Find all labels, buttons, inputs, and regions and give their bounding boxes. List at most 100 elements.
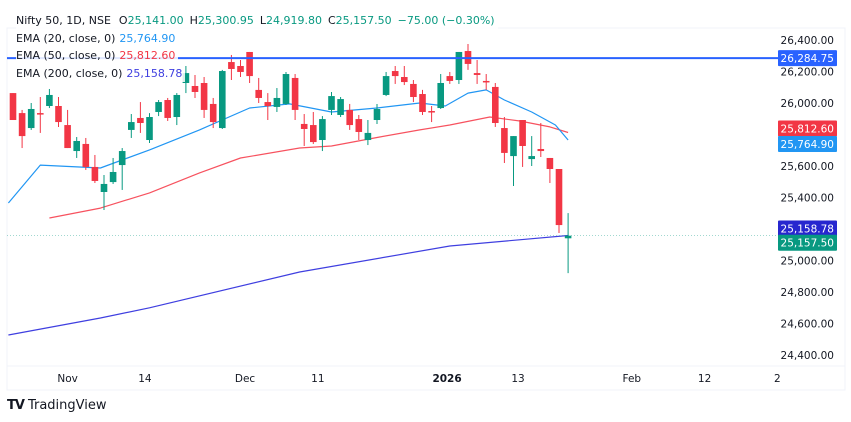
candle	[182, 65, 190, 94]
candle-body	[319, 119, 326, 141]
change-value: −75.00 (−0.30%)	[397, 14, 495, 27]
candle-body	[391, 71, 399, 77]
candle-body	[82, 143, 90, 167]
candles	[9, 43, 572, 274]
ema50-line	[49, 116, 569, 219]
symbol-title[interactable]: Nifty 50, 1D, NSE	[16, 14, 111, 27]
candle-body	[364, 132, 372, 141]
indicator-value: 25,812.60	[119, 49, 176, 62]
candle	[9, 93, 17, 121]
candle-body	[64, 125, 71, 149]
candle-body	[555, 168, 563, 226]
candle	[264, 93, 272, 121]
close-value: 25,157.50	[335, 14, 392, 27]
price-axis[interactable]: 26,400.00 26,200.00 26,000.00 25,600.00 25,4…	[781, 35, 834, 362]
candle	[173, 93, 181, 126]
candle-body	[501, 128, 508, 153]
candle-body	[291, 77, 299, 110]
candle	[419, 89, 426, 115]
candle-body	[401, 77, 408, 83]
tradingview-wordmark: TradingView	[27, 398, 107, 413]
candle	[146, 113, 153, 144]
price-badge-label: 26,284.75	[781, 53, 834, 65]
candle	[255, 77, 262, 103]
price-badge-label: 25,158.78	[781, 223, 834, 235]
candle	[328, 91, 335, 115]
indicator-ema20[interactable]: EMA (20, close, 0) 25,764.90	[16, 29, 179, 47]
candle-body	[382, 76, 390, 95]
candle-body	[446, 76, 454, 81]
candle-body	[455, 51, 463, 81]
time-tick-label: 12	[698, 373, 711, 385]
candle	[391, 65, 399, 84]
candle-body	[128, 122, 135, 130]
price-badge	[778, 220, 837, 237]
price-badge-label: 25,157.50	[781, 238, 834, 250]
chart-frame	[6, 27, 846, 391]
price-badge-label: 25,764.90	[781, 139, 834, 151]
time-tick-label: Feb	[623, 373, 642, 385]
candle	[237, 60, 244, 78]
candle-body	[209, 103, 217, 123]
candle	[82, 137, 90, 170]
candle	[319, 116, 326, 152]
candle	[18, 109, 26, 149]
candle	[519, 120, 526, 167]
time-tick-label: 11	[311, 373, 324, 385]
candle-body	[255, 89, 262, 98]
indicator-ema50[interactable]: EMA (50, close, 0) 25,812.60	[16, 47, 179, 65]
candle	[155, 100, 162, 117]
time-tick-label: 2	[774, 373, 781, 385]
time-axis[interactable]: Nov 14 Dec 11 2026 13 Feb 12 2	[57, 373, 780, 385]
indicator-value: 25,158.78	[126, 66, 183, 80]
low-value: 24,919.80	[265, 14, 322, 27]
price-tick-label: 25,000.00	[781, 256, 834, 268]
price-tick-label: 24,800.00	[781, 287, 834, 299]
price-badge	[778, 50, 837, 67]
close-label: C	[327, 14, 336, 27]
candle	[373, 103, 381, 124]
low-label: L	[259, 14, 266, 27]
candle	[410, 80, 417, 103]
candle	[510, 136, 517, 187]
candle-body	[428, 111, 435, 113]
tradingview-mark-icon: TV	[7, 398, 25, 413]
candle-body	[118, 151, 126, 166]
candle-body	[282, 74, 290, 104]
candle	[401, 65, 408, 86]
candle	[73, 137, 80, 158]
time-tick-label: 2026	[432, 373, 461, 385]
candle-body	[73, 140, 80, 152]
candle	[337, 97, 344, 118]
candle-body	[492, 86, 499, 124]
candle-body	[182, 73, 190, 83]
ema200-line	[8, 234, 569, 336]
candle	[473, 60, 481, 84]
candle	[128, 114, 135, 138]
candle-body	[9, 93, 17, 121]
candle	[282, 71, 290, 106]
candle-body	[200, 82, 208, 110]
candle	[273, 88, 281, 112]
price-tick-label: 26,400.00	[781, 35, 834, 47]
indicator-label: EMA (50, close, 0)	[16, 49, 116, 62]
candle-body	[300, 123, 308, 129]
candle-body	[137, 117, 144, 124]
time-tick-label: 14	[138, 373, 152, 385]
candle-body	[564, 235, 572, 239]
candle	[100, 174, 108, 210]
candle	[546, 157, 554, 184]
price-tick-label: 24,600.00	[781, 319, 834, 331]
open-label: O	[118, 14, 128, 27]
indicator-ema200[interactable]: EMA (200, close, 0) 25,158.78	[16, 64, 186, 82]
candle-body	[219, 71, 226, 129]
price-tick-label: 26,000.00	[781, 98, 834, 110]
price-tick-label: 24,400.00	[781, 350, 834, 362]
candle	[109, 157, 117, 184]
price-badge	[778, 136, 837, 153]
candle-body	[37, 113, 44, 115]
tradingview-logo[interactable]: TV TradingView	[7, 398, 106, 413]
candle-body	[228, 62, 235, 69]
candle	[291, 74, 299, 121]
